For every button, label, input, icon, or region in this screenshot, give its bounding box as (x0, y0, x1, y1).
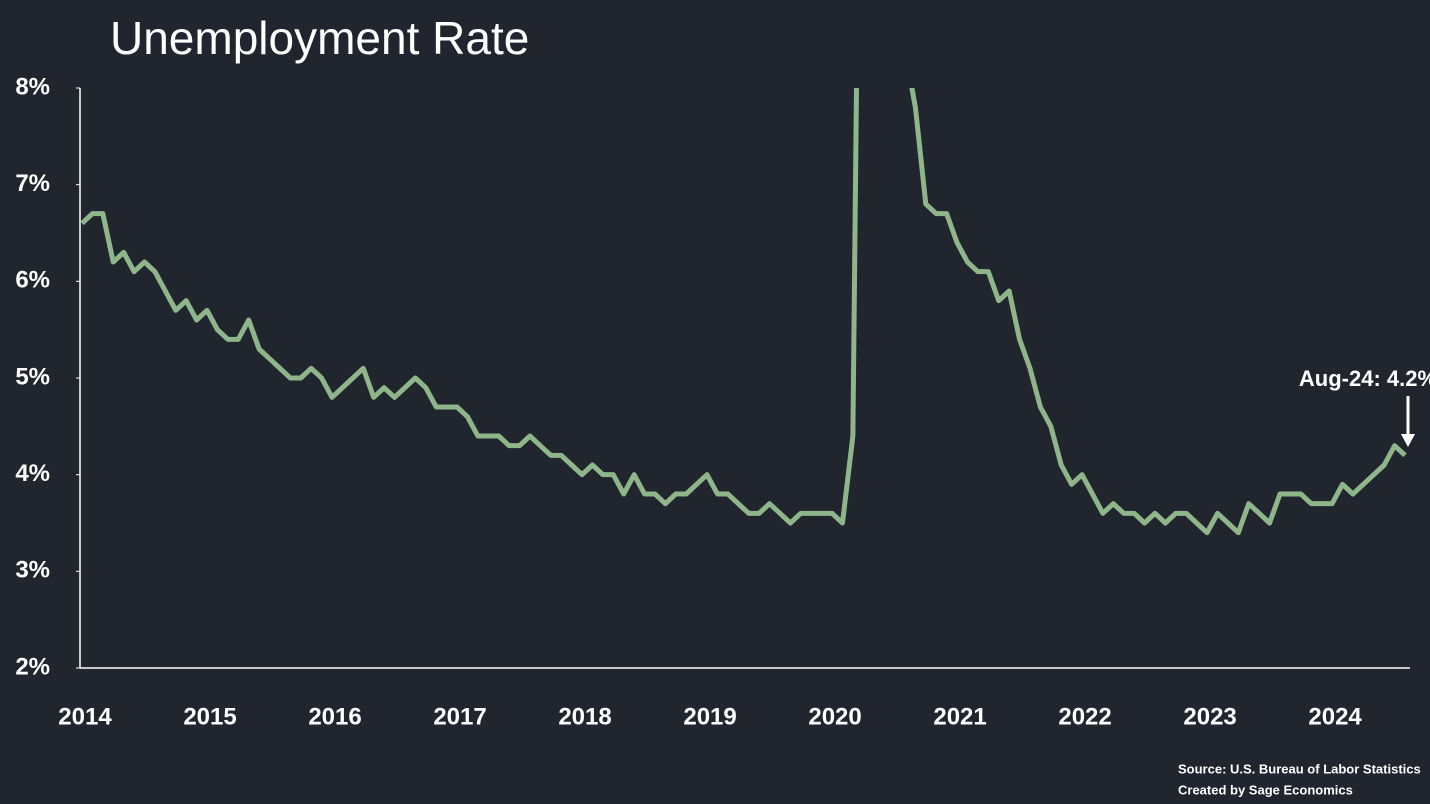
x-tick-label: 2020 (808, 703, 861, 730)
y-tick-label: 2% (15, 653, 50, 680)
x-tick-label: 2017 (433, 703, 486, 730)
annotation-arrowhead (1401, 434, 1415, 447)
y-tick-label: 7% (15, 170, 50, 197)
y-tick-label: 8% (15, 73, 50, 100)
line (80, 88, 1407, 536)
y-tick-label: 6% (15, 267, 50, 294)
y-tick-label: 4% (15, 460, 50, 487)
source: Source: U.S. Bureau of Labor Statistics (1178, 761, 1421, 776)
annotation: Aug-24: 4.2% (1299, 366, 1430, 391)
y-tick-label: 3% (15, 557, 50, 584)
chart-title: Unemployment Rate (110, 12, 529, 64)
y-tick-label: 5% (15, 363, 50, 390)
x-tick-label: 2024 (1308, 703, 1362, 730)
x-tick-label: 2021 (933, 703, 986, 730)
credit: Created by Sage Economics (1178, 782, 1353, 797)
x-tick-label: 2016 (308, 703, 361, 730)
x-tick-label: 2018 (558, 703, 611, 730)
x-tick-label: 2019 (683, 703, 736, 730)
x-tick-label: 2023 (1183, 703, 1236, 730)
x-tick-label: 2014 (58, 703, 112, 730)
x-tick-label: 2022 (1058, 703, 1111, 730)
x-tick-label: 2015 (183, 703, 236, 730)
